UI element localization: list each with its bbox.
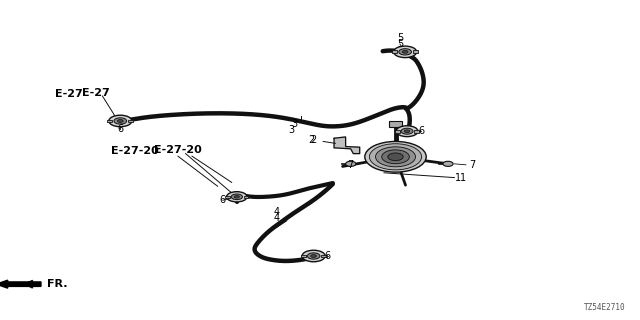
Text: 3: 3: [291, 119, 298, 129]
Text: FR.: FR.: [47, 279, 68, 289]
Text: 2: 2: [310, 135, 317, 145]
Text: 4: 4: [273, 213, 280, 223]
Polygon shape: [334, 137, 360, 154]
FancyBboxPatch shape: [395, 130, 399, 132]
Text: 7: 7: [348, 160, 354, 170]
Circle shape: [307, 253, 320, 259]
Text: E-27: E-27: [56, 89, 83, 99]
Circle shape: [302, 250, 325, 262]
Circle shape: [118, 119, 123, 123]
FancyBboxPatch shape: [128, 119, 133, 122]
Text: 1: 1: [460, 172, 466, 183]
Text: TZ54E2710: TZ54E2710: [584, 303, 626, 312]
Text: 6: 6: [220, 195, 226, 205]
Circle shape: [396, 126, 418, 137]
Text: 3: 3: [289, 125, 295, 135]
Text: 4: 4: [273, 207, 280, 217]
FancyBboxPatch shape: [392, 51, 397, 53]
Circle shape: [365, 141, 426, 172]
Text: E-27: E-27: [82, 88, 109, 99]
Circle shape: [381, 150, 410, 164]
Text: 2: 2: [308, 135, 315, 145]
Circle shape: [114, 118, 127, 124]
FancyBboxPatch shape: [301, 255, 306, 257]
Circle shape: [394, 46, 417, 58]
Text: 6: 6: [117, 124, 124, 134]
Circle shape: [404, 130, 410, 132]
Text: 6: 6: [324, 251, 331, 261]
FancyBboxPatch shape: [108, 119, 113, 122]
Text: 5: 5: [397, 39, 403, 49]
Circle shape: [369, 144, 422, 170]
Text: 6: 6: [418, 126, 424, 136]
Text: E-27-20: E-27-20: [154, 145, 202, 156]
Circle shape: [109, 115, 132, 127]
Text: 7: 7: [469, 160, 476, 170]
Circle shape: [231, 194, 243, 200]
FancyArrow shape: [0, 280, 41, 288]
Circle shape: [403, 51, 408, 53]
FancyBboxPatch shape: [225, 196, 230, 198]
Circle shape: [346, 161, 356, 166]
Circle shape: [311, 255, 317, 257]
Text: 1: 1: [454, 172, 461, 183]
Circle shape: [227, 192, 247, 202]
Circle shape: [401, 128, 413, 134]
Circle shape: [388, 153, 403, 161]
FancyBboxPatch shape: [321, 255, 326, 257]
Circle shape: [234, 196, 239, 198]
Circle shape: [399, 49, 412, 55]
Circle shape: [376, 147, 415, 167]
FancyBboxPatch shape: [389, 121, 402, 127]
FancyBboxPatch shape: [415, 130, 419, 132]
Text: E-27-20: E-27-20: [111, 146, 159, 156]
Circle shape: [443, 161, 453, 166]
FancyBboxPatch shape: [413, 51, 418, 53]
FancyBboxPatch shape: [244, 196, 248, 198]
Text: 5: 5: [397, 33, 403, 43]
